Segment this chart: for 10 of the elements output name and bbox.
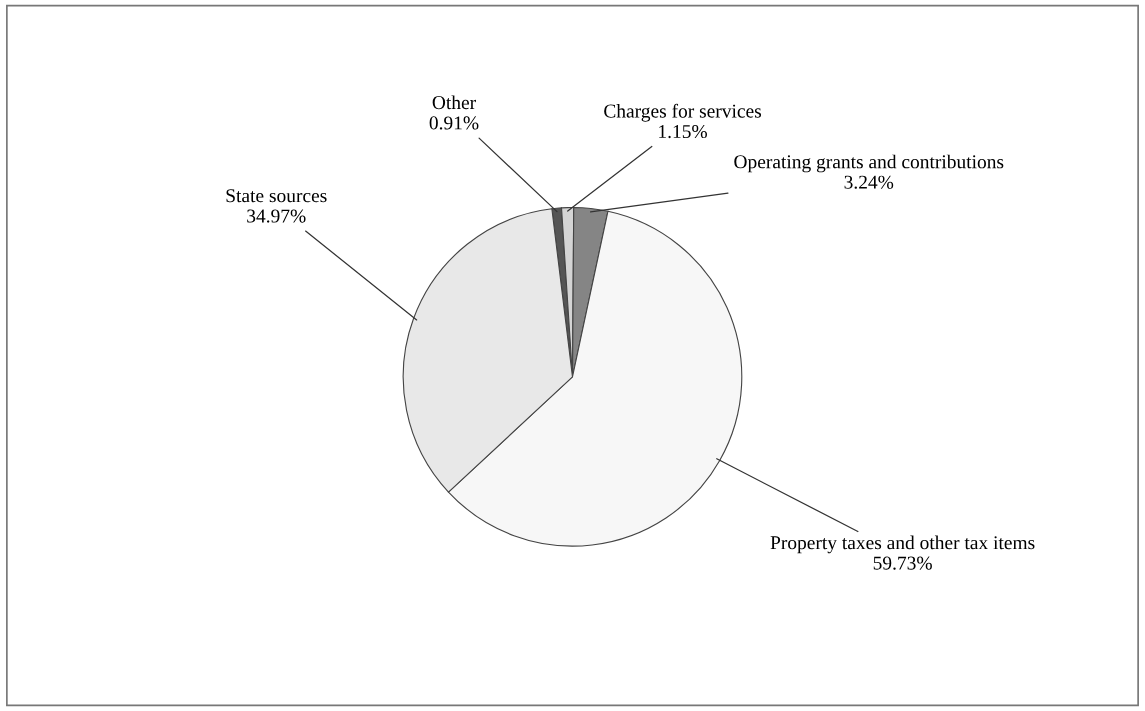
slice-label: Other [432,95,476,110]
slice-label: Property taxes and other tax items [770,535,1035,554]
data-label: 1.15% [659,124,707,139]
slice-label: State sources [226,189,327,203]
data-label: 34.97% [247,209,306,223]
slice-label: Charges for services [604,103,762,122]
data-label: 59.73% [873,556,932,570]
data-label: 3.24% [844,175,894,189]
data-label: 0.91% [429,116,479,130]
slice-label: Operating grants and contributions [734,154,1004,173]
